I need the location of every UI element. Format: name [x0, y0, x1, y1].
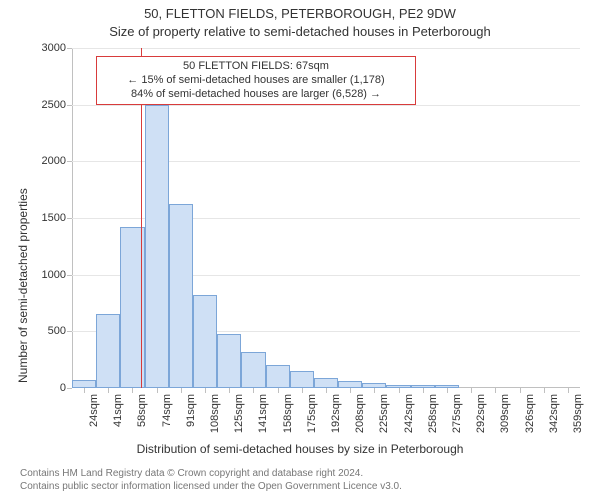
- x-tick-label: 58sqm: [136, 394, 148, 427]
- x-tick-mark: [181, 388, 182, 393]
- x-tick-mark: [278, 388, 279, 393]
- chart-title: 50, FLETTON FIELDS, PETERBOROUGH, PE2 9D…: [0, 6, 600, 21]
- y-tick-label: 3000: [42, 42, 66, 54]
- y-tick-label: 1000: [42, 269, 66, 281]
- histogram-bar: [241, 352, 265, 388]
- x-tick-label: 108sqm: [209, 394, 221, 433]
- x-tick-label: 359sqm: [572, 394, 584, 433]
- histogram-bar: [290, 371, 314, 388]
- histogram-bar: [266, 365, 290, 388]
- x-tick-mark: [302, 388, 303, 393]
- x-tick-mark: [568, 388, 569, 393]
- x-tick-mark: [544, 388, 545, 393]
- x-tick-label: 208sqm: [354, 394, 366, 433]
- histogram-bar: [193, 295, 217, 388]
- x-tick-label: 24sqm: [88, 394, 100, 427]
- x-tick-mark: [399, 388, 400, 393]
- x-tick-mark: [132, 388, 133, 393]
- annotation-line-2: ← 15% of semi-detached houses are smalle…: [103, 74, 409, 88]
- y-tick-mark: [67, 388, 72, 389]
- x-tick-label: 74sqm: [161, 394, 173, 427]
- y-tick-label: 2000: [42, 155, 66, 167]
- x-tick-mark: [253, 388, 254, 393]
- x-tick-mark: [326, 388, 327, 393]
- footer-line-1: Contains HM Land Registry data © Crown c…: [20, 468, 402, 481]
- histogram-bar: [314, 378, 338, 388]
- x-tick-label: 192sqm: [330, 394, 342, 433]
- x-tick-label: 326sqm: [524, 394, 536, 433]
- x-tick-label: 225sqm: [378, 394, 390, 433]
- x-tick-label: 342sqm: [548, 394, 560, 433]
- x-tick-mark: [108, 388, 109, 393]
- x-tick-mark: [157, 388, 158, 393]
- y-tick-label: 1500: [42, 212, 66, 224]
- x-tick-label: 125sqm: [233, 394, 245, 433]
- histogram-bar: [96, 314, 120, 388]
- x-tick-mark: [447, 388, 448, 393]
- x-tick-mark: [520, 388, 521, 393]
- x-tick-label: 258sqm: [427, 394, 439, 433]
- y-tick-label: 500: [48, 325, 66, 337]
- histogram-bar: [338, 381, 362, 388]
- annotation-line-3: 84% of semi-detached houses are larger (…: [103, 88, 409, 102]
- x-tick-mark: [350, 388, 351, 393]
- y-tick-label: 0: [60, 382, 66, 394]
- histogram-bar: [169, 204, 193, 388]
- footer-note: Contains HM Land Registry data © Crown c…: [20, 468, 402, 493]
- x-tick-label: 158sqm: [282, 394, 294, 433]
- x-tick-mark: [229, 388, 230, 393]
- x-tick-label: 175sqm: [306, 394, 318, 433]
- x-tick-mark: [84, 388, 85, 393]
- x-tick-mark: [374, 388, 375, 393]
- y-tick-label: 2500: [42, 99, 66, 111]
- x-tick-label: 275sqm: [451, 394, 463, 433]
- x-tick-label: 141sqm: [257, 394, 269, 433]
- chart-subtitle: Size of property relative to semi-detach…: [0, 24, 600, 39]
- annotation-box: 50 FLETTON FIELDS: 67sqm ← 15% of semi-d…: [96, 56, 416, 105]
- histogram-bar: [145, 105, 169, 388]
- x-tick-label: 91sqm: [185, 394, 197, 427]
- histogram-bar: [217, 334, 241, 388]
- x-tick-label: 292sqm: [475, 394, 487, 433]
- x-tick-label: 242sqm: [403, 394, 415, 433]
- x-tick-mark: [495, 388, 496, 393]
- histogram-bar: [72, 380, 96, 388]
- x-tick-mark: [471, 388, 472, 393]
- x-tick-mark: [423, 388, 424, 393]
- annotation-line-1: 50 FLETTON FIELDS: 67sqm: [103, 60, 409, 74]
- footer-line-2: Contains public sector information licen…: [20, 481, 402, 494]
- x-tick-label: 309sqm: [499, 394, 511, 433]
- property-size-histogram: 50, FLETTON FIELDS, PETERBOROUGH, PE2 9D…: [0, 0, 600, 500]
- x-tick-mark: [205, 388, 206, 393]
- x-tick-label: 41sqm: [112, 394, 124, 427]
- y-axis-label: Number of semi-detached properties: [16, 188, 30, 383]
- x-axis-label: Distribution of semi-detached houses by …: [0, 442, 600, 456]
